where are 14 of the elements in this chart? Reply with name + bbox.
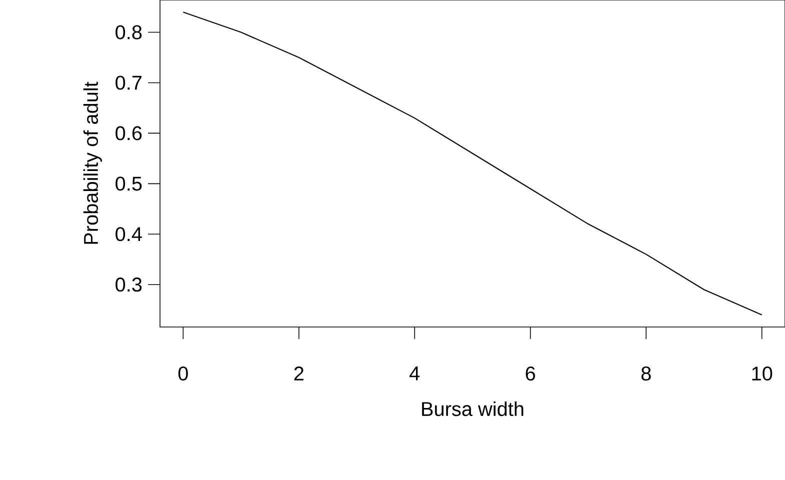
y-axis-title: Probability of adult — [83, 82, 102, 244]
x-tick-label: 6 — [526, 366, 536, 381]
y-tick-label: 0.3 — [116, 278, 142, 292]
x-axis-title: Bursa width — [422, 401, 524, 416]
y-tick-label: 0.5 — [116, 176, 142, 191]
y-tick-label: 0.7 — [116, 76, 142, 90]
y-tick-label: 0.6 — [116, 126, 142, 140]
x-tick-label: 2 — [294, 366, 304, 380]
y-tick-label: 0.4 — [116, 227, 142, 242]
x-tick-label: 8 — [641, 366, 651, 381]
x-tick-label: 0 — [178, 366, 188, 381]
x-tick-label: 10 — [752, 366, 772, 381]
y-tick-label: 0.8 — [116, 25, 142, 40]
x-tick-label: 4 — [410, 366, 420, 380]
